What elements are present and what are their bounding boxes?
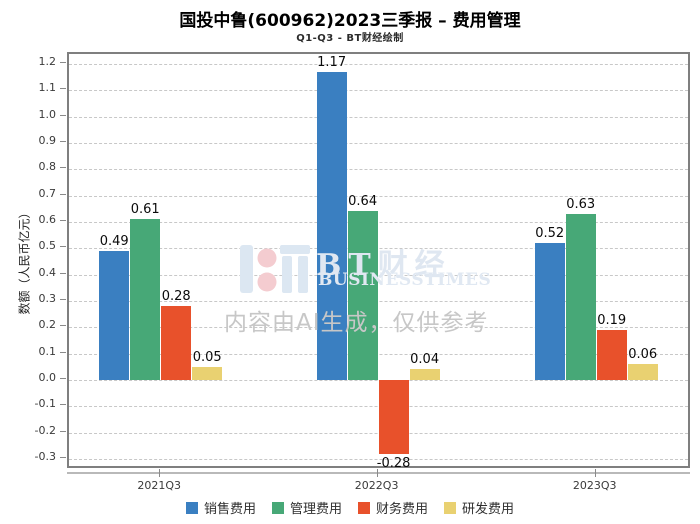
bar-value-label: 0.61 bbox=[130, 202, 160, 218]
bar-销售费用-2021Q3 bbox=[99, 250, 130, 380]
legend-swatch-icon bbox=[444, 501, 457, 514]
gridline bbox=[69, 195, 688, 197]
bar-财务费用-2022Q3 bbox=[378, 379, 409, 454]
y-tick-label: 0.9 bbox=[38, 133, 57, 147]
plot-area: 0.49 0.61 0.28 0.05 1.17 0.64 -0.28 0.04 0.52 0.6… bbox=[67, 52, 690, 471]
bar-财务费用-2021Q3 bbox=[161, 306, 192, 380]
gridline bbox=[69, 64, 688, 65]
bar-value-label: 0.52 bbox=[535, 226, 565, 242]
bar-value-label: 0.06 bbox=[628, 347, 658, 363]
bar-value-label: 1.17 bbox=[317, 54, 347, 70]
bar-value-label: 0.04 bbox=[410, 352, 440, 368]
bar-研发费用-2023Q3 bbox=[627, 364, 658, 380]
bar-value-label: 0.28 bbox=[161, 289, 191, 305]
gridline bbox=[69, 116, 688, 118]
y-tick-label: 0.8 bbox=[38, 160, 57, 174]
y-tick bbox=[60, 325, 66, 327]
x-tick bbox=[159, 469, 161, 477]
gridline bbox=[69, 353, 688, 355]
bar-value-label: 0.05 bbox=[192, 349, 222, 365]
y-tick-label: 0.6 bbox=[38, 212, 57, 226]
bar-销售费用-2023Q3 bbox=[534, 243, 565, 380]
gridline bbox=[69, 432, 688, 434]
legend-label: 财务费用 bbox=[376, 502, 429, 517]
y-tick bbox=[60, 404, 66, 406]
legend-swatch-icon bbox=[185, 501, 198, 514]
y-tick bbox=[60, 456, 66, 458]
x-tick-label: 2022Q3 bbox=[354, 479, 399, 492]
bar-财务费用-2023Q3 bbox=[596, 329, 627, 380]
y-tick-label: 1.1 bbox=[38, 81, 57, 95]
legend-item: 管理费用 bbox=[271, 498, 342, 517]
gridline bbox=[69, 327, 688, 329]
legend-swatch-icon bbox=[271, 501, 284, 514]
y-tick-label: -0.1 bbox=[34, 397, 56, 411]
y-tick-label: 0.0 bbox=[38, 370, 57, 384]
legend-label: 研发费用 bbox=[462, 502, 515, 517]
y-tick-label: 0.5 bbox=[38, 239, 57, 253]
bar-value-label: 0.49 bbox=[99, 233, 129, 249]
legend-label: 销售费用 bbox=[203, 502, 256, 517]
legend-item: 销售费用 bbox=[185, 498, 256, 517]
bar-管理费用-2021Q3 bbox=[130, 219, 161, 380]
gridline bbox=[69, 142, 688, 144]
y-tick bbox=[60, 298, 66, 300]
bar-value-label: -0.28 bbox=[376, 455, 411, 471]
x-tick-label: 2021Q3 bbox=[137, 479, 182, 492]
y-tick-label: 1.2 bbox=[38, 55, 57, 68]
legend-item: 财务费用 bbox=[358, 498, 428, 517]
y-tick-label: 0.7 bbox=[38, 186, 57, 200]
legend-label: 管理费用 bbox=[289, 502, 342, 517]
bar-研发费用-2021Q3 bbox=[192, 366, 223, 380]
gridline bbox=[69, 406, 688, 408]
y-tick bbox=[60, 167, 66, 169]
y-tick-label: 0.3 bbox=[38, 291, 57, 305]
chart-title: 国投中鲁(600962)2023三季报 – 费用管理 bbox=[179, 11, 521, 31]
bar-value-label: 0.19 bbox=[597, 312, 627, 328]
y-tick bbox=[60, 140, 66, 142]
gridline bbox=[69, 458, 688, 460]
y-tick-label: 1.0 bbox=[38, 107, 57, 121]
y-tick-label: -0.2 bbox=[34, 423, 56, 437]
y-tick bbox=[60, 193, 66, 195]
y-tick-label: 0.4 bbox=[38, 265, 57, 279]
gridline bbox=[69, 90, 688, 92]
y-tick bbox=[60, 377, 66, 379]
y-tick bbox=[60, 219, 66, 221]
bar-管理费用-2023Q3 bbox=[565, 214, 596, 380]
y-tick bbox=[60, 272, 66, 274]
x-tick bbox=[594, 469, 596, 477]
bar-销售费用-2022Q3 bbox=[316, 71, 347, 380]
x-tick-label: 2023Q3 bbox=[572, 479, 617, 492]
x-axis-line bbox=[67, 472, 690, 474]
x-tick bbox=[376, 469, 378, 477]
y-tick bbox=[60, 62, 66, 63]
y-tick bbox=[60, 114, 66, 116]
bar-研发费用-2022Q3 bbox=[409, 369, 440, 380]
gridline bbox=[69, 169, 688, 171]
bar-管理费用-2022Q3 bbox=[347, 211, 378, 380]
gridline bbox=[69, 248, 688, 250]
y-tick-label: -0.3 bbox=[34, 449, 56, 463]
y-tick-label: 0.2 bbox=[38, 318, 57, 332]
legend-item: 研发费用 bbox=[444, 498, 514, 517]
legend-swatch-icon bbox=[358, 501, 370, 514]
y-tick bbox=[60, 88, 66, 90]
legend: 销售费用 管理费用 财务费用 研发费用 bbox=[0, 498, 700, 517]
y-tick-label: 0.1 bbox=[38, 344, 57, 358]
bar-value-label: 0.64 bbox=[348, 194, 378, 210]
y-tick bbox=[60, 246, 66, 248]
gridline bbox=[69, 379, 688, 381]
gridline bbox=[69, 274, 688, 276]
y-tick bbox=[60, 351, 66, 353]
y-tick bbox=[60, 430, 66, 432]
gridline bbox=[69, 221, 688, 223]
bar-value-label: 0.63 bbox=[566, 197, 596, 213]
gridline bbox=[69, 300, 688, 302]
chart-subtitle: Q1-Q3 - BT财经绘制 bbox=[296, 33, 404, 44]
